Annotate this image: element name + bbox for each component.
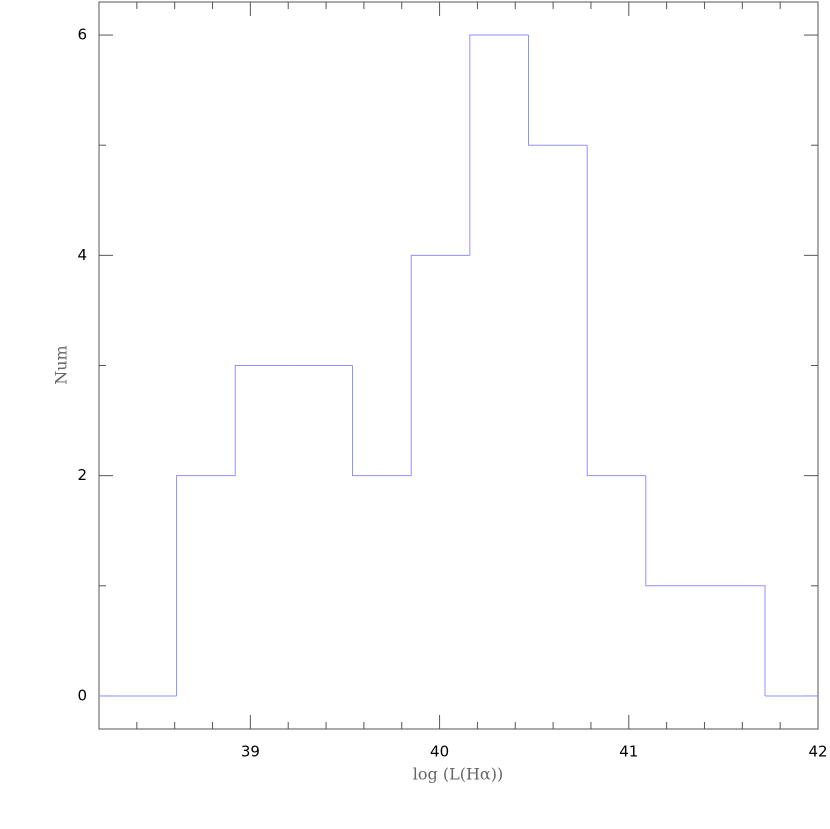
histogram-step (645, 475, 705, 587)
y-axis-label: Num (52, 345, 71, 384)
x-tick-label: 40 (430, 743, 449, 761)
histogram-step (352, 365, 412, 477)
histogram-step (704, 585, 766, 696)
histogram-step (586, 145, 646, 477)
histogram-step (528, 35, 588, 146)
histogram-step (410, 254, 470, 476)
y-tick-label: 4 (77, 246, 87, 264)
y-tick-label: 0 (77, 686, 87, 704)
histogram-step (176, 475, 236, 696)
y-tick-label: 2 (77, 466, 87, 484)
x-tick-label: 39 (241, 743, 260, 761)
x-tick-label: 42 (808, 743, 827, 761)
histogram-step (469, 34, 529, 256)
x-tick-label: 41 (619, 743, 638, 761)
y-tick-label: 6 (77, 26, 87, 44)
plot-frame (98, 1, 819, 730)
x-axis-label: log (L(Hα)) (413, 765, 503, 784)
histogram-step (234, 365, 294, 476)
